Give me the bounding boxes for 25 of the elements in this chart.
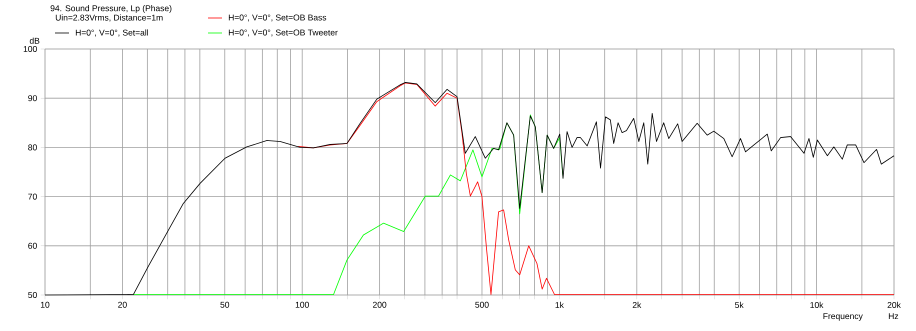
- x-tick-label: 1k: [556, 302, 564, 308]
- chart-title: 94. Sound Pressure, Lp (Phase): [50, 5, 172, 13]
- y-tick-label: 60: [28, 242, 37, 249]
- y-axis-title: dB: [30, 38, 40, 44]
- x-tick-label: 10: [40, 302, 50, 308]
- x-tick-label: 20: [118, 302, 127, 308]
- x-axis-title: Frequency: [823, 313, 863, 321]
- y-tick-label: 100: [24, 46, 37, 52]
- x-tick-label: 20k: [888, 302, 901, 308]
- legend-label: H=0°, V=0°, Set=OB Tweeter: [228, 30, 338, 36]
- y-tick-label: 50: [28, 292, 37, 298]
- x-tick-label: 5k: [735, 302, 744, 308]
- text: Hz: [888, 313, 898, 320]
- x-tick-label: 10k: [810, 302, 824, 308]
- x-tick-label: 200: [372, 302, 386, 308]
- x-tick-label: 100: [296, 302, 309, 308]
- text: Uin=2.83Vrms, Distance=1m: [56, 14, 163, 22]
- legend-label: H=0°, V=0°, Set=OB Bass: [228, 14, 326, 22]
- legend-label: H=0°, V=0°, Set=all: [76, 29, 148, 37]
- x-tick-label: 500: [475, 302, 489, 308]
- y-tick-label: 90: [28, 95, 37, 102]
- x-tick-label: 2k: [632, 302, 642, 308]
- y-tick-label: 80: [28, 144, 37, 150]
- y-tick-label: 70: [28, 194, 37, 200]
- x-tick-label: 50: [220, 302, 230, 308]
